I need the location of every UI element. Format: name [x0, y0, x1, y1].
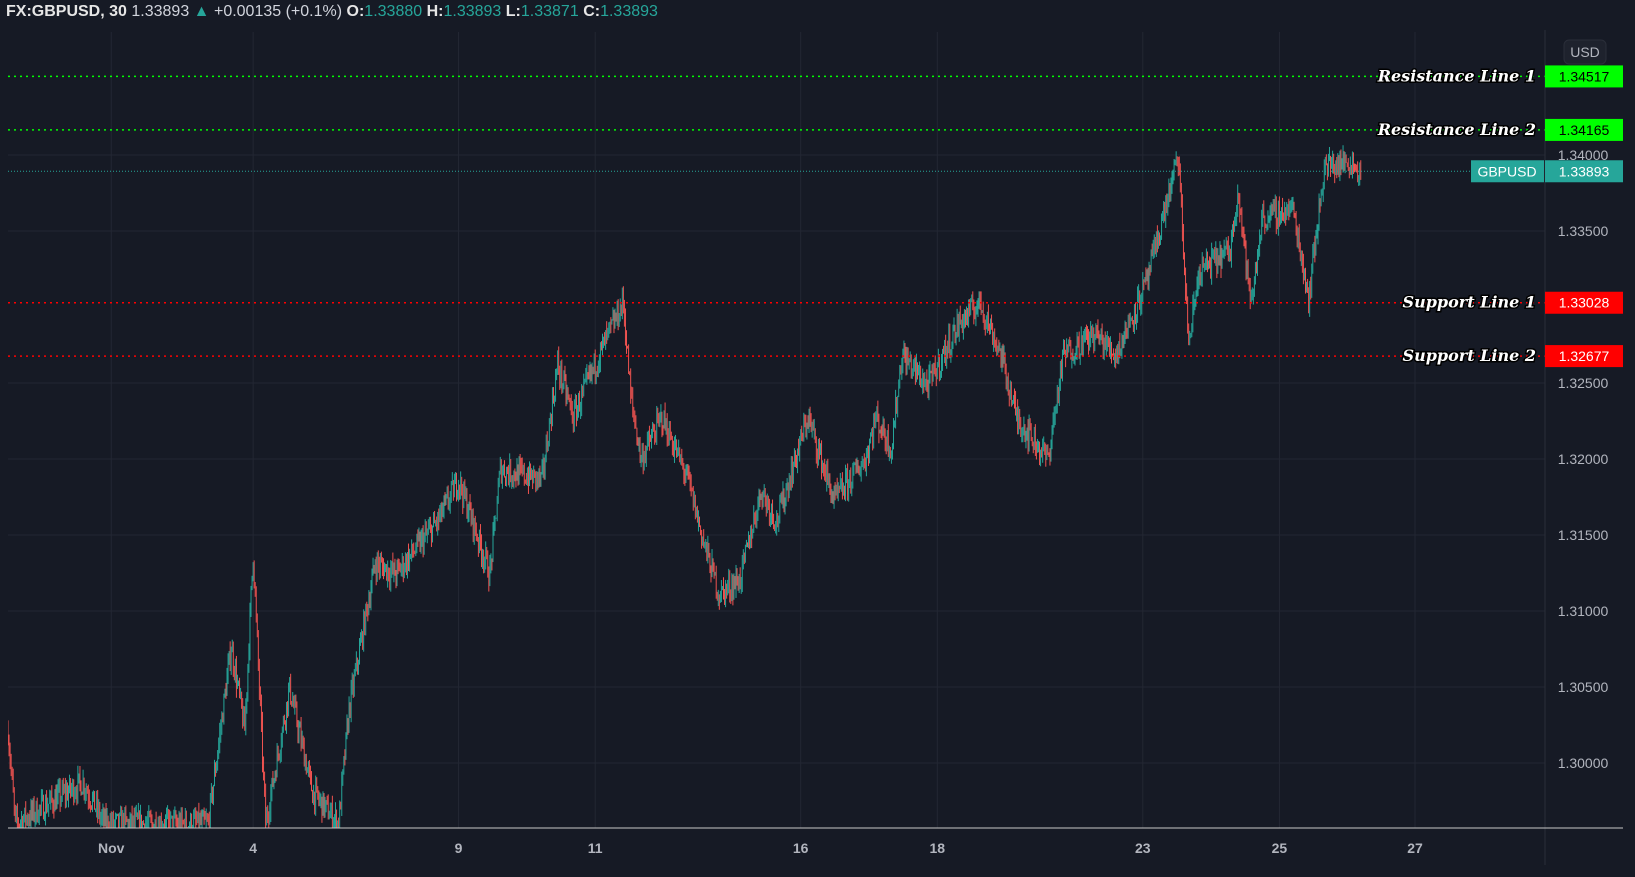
price-change: +0.00135 (+0.1%)	[213, 3, 343, 20]
high-value: 1.33893	[443, 3, 502, 20]
support-price-value: 1.32677	[1559, 348, 1610, 364]
close-value: 1.33893	[600, 3, 658, 20]
open-label: O:	[346, 3, 365, 20]
support-price-badge	[1545, 291, 1623, 314]
last-price: 1.33893	[131, 3, 190, 20]
support-price-value: 1.33028	[1559, 295, 1610, 311]
time-tick-label: 11	[588, 840, 603, 856]
current-price-badge	[1545, 160, 1623, 183]
low-value: 1.33871	[520, 3, 579, 20]
price-tick-label: 1.33500	[1558, 223, 1609, 239]
resistance-price-badge	[1545, 118, 1623, 141]
resistance-price-value: 1.34165	[1559, 122, 1610, 138]
resistance-line-label: Resistance Line 2	[1377, 120, 1536, 139]
time-tick-label: 9	[455, 840, 463, 856]
current-price-value: 1.33893	[1559, 163, 1610, 179]
time-tick-label: Nov	[98, 840, 125, 856]
price-tick-label: 1.32500	[1558, 375, 1609, 391]
time-tick-label: 23	[1135, 840, 1151, 856]
time-axis[interactable]: Nov 4 9 11 16 18 23 25 27	[98, 840, 1423, 856]
time-tick-label: 16	[793, 840, 809, 856]
resistance-line-label: Resistance Line 1	[1377, 66, 1536, 85]
close-label: C:	[583, 3, 601, 20]
time-tick-label: 27	[1407, 840, 1423, 856]
symbol-badge	[1471, 160, 1544, 183]
price-tick-label: 1.30000	[1558, 755, 1609, 771]
time-tick-label: 25	[1272, 840, 1288, 856]
currency-button-label: USD	[1570, 44, 1600, 60]
price-tick-label: 1.32000	[1558, 451, 1609, 467]
time-tick-label: 4	[249, 840, 257, 856]
support-line-label: Support Line 1	[1403, 293, 1536, 312]
resistance-price-badge	[1545, 65, 1623, 88]
support-line-label: Support Line 2	[1403, 346, 1536, 365]
price-tick-label: 1.31000	[1558, 603, 1609, 619]
high-label: H:	[426, 3, 444, 20]
symbol-title: FX:GBPUSD, 30	[6, 3, 127, 20]
price-axis[interactable]: 1.34000 1.33500 1.32500 1.32000 1.31500 1.310…	[1558, 147, 1609, 771]
time-tick-label: 18	[930, 840, 946, 856]
currency-button[interactable]	[1563, 39, 1607, 65]
low-label: L:	[505, 3, 521, 20]
up-triangle-icon: ▲	[193, 3, 210, 20]
price-tick-label: 1.31500	[1558, 527, 1609, 543]
price-tick-label: 1.34000	[1558, 147, 1609, 163]
support-price-badge	[1545, 345, 1623, 368]
resistance-price-value: 1.34517	[1559, 68, 1610, 84]
price-tick-label: 1.30500	[1558, 679, 1609, 695]
symbol-legend: FX:GBPUSD, 30 1.33893 ▲ +0.00135 (+0.1%)…	[6, 3, 658, 21]
open-value: 1.33880	[364, 3, 423, 20]
symbol-badge-label: GBPUSD	[1477, 163, 1536, 179]
